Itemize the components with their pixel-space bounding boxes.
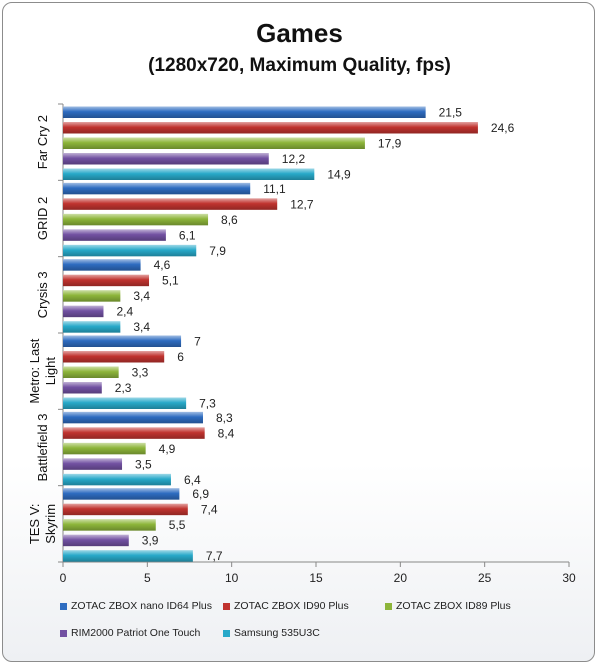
data-label: 7,3	[199, 397, 216, 411]
bar	[63, 244, 197, 257]
data-label: 8,4	[218, 426, 235, 440]
bar	[63, 366, 119, 378]
legend-label: RIM2000 Patriot One Touch	[71, 627, 201, 639]
data-label: 3,3	[132, 366, 149, 380]
category-label: Battlefield 3	[35, 414, 50, 482]
data-label: 7,4	[201, 503, 218, 517]
bar	[63, 153, 269, 165]
x-tick-label: 30	[562, 571, 576, 585]
data-label: 5,5	[169, 518, 186, 532]
data-label: 6,1	[179, 228, 196, 242]
bar	[63, 550, 193, 562]
data-label: 8,6	[221, 213, 238, 227]
data-label: 7	[194, 335, 201, 349]
bar	[63, 182, 251, 195]
bar	[63, 473, 171, 486]
bar	[63, 290, 121, 302]
bar	[63, 274, 150, 287]
data-label: 7,7	[206, 549, 223, 563]
data-label: 17,9	[378, 137, 402, 151]
bar	[63, 458, 123, 470]
bar	[63, 335, 182, 347]
category-label: Crysis 3	[35, 271, 50, 318]
bar	[63, 382, 102, 394]
bar	[63, 503, 188, 516]
category-label: Far Cry 2	[35, 115, 50, 169]
x-tick-label: 5	[144, 571, 151, 585]
data-label: 11,1	[263, 182, 286, 196]
x-tick-label: 15	[309, 571, 323, 585]
bar	[63, 213, 209, 226]
legend-item: Samsung 535U3C	[223, 627, 320, 639]
chart-subtitle: (1280x720, Maximum Quality, fps)	[148, 55, 451, 76]
bar	[63, 397, 187, 409]
legend-swatch	[385, 602, 392, 610]
bar	[63, 442, 146, 455]
data-label: 6,9	[192, 487, 209, 501]
data-label: 7,9	[209, 244, 226, 258]
data-label: 21,5	[439, 106, 463, 120]
data-label: 3,5	[135, 457, 152, 471]
bar	[63, 351, 165, 363]
data-label: 2,3	[115, 381, 132, 395]
data-label: 6	[177, 350, 184, 364]
x-tick-label: 25	[478, 571, 492, 585]
category-label: TES V:Skyrim	[27, 503, 58, 544]
bar	[63, 427, 205, 439]
legend-label: ZOTAC ZBOX nano ID64 Plus	[71, 600, 213, 612]
bar	[63, 259, 141, 271]
chart-title: Games	[256, 18, 343, 48]
category-label: GRID 2	[35, 197, 50, 240]
legend-swatch	[60, 629, 67, 637]
data-label: 3,4	[133, 320, 150, 334]
bar	[63, 229, 166, 241]
bar	[63, 198, 278, 210]
bar	[63, 106, 426, 118]
data-label: 4,9	[159, 442, 176, 456]
data-label: 4,6	[154, 258, 171, 272]
data-label: 3,4	[133, 289, 150, 303]
data-label: 12,7	[290, 197, 314, 211]
x-tick-label: 20	[394, 571, 408, 585]
legend-label: Samsung 535U3C	[234, 627, 320, 639]
bar	[63, 122, 478, 134]
x-tick-label: 10	[225, 571, 239, 585]
data-label: 12,2	[282, 152, 306, 166]
category-label: Metro: LastLight	[27, 338, 58, 403]
legend-swatch	[223, 629, 230, 637]
legend-swatch	[223, 602, 230, 610]
data-label: 8,3	[216, 411, 233, 425]
bar	[63, 519, 156, 531]
legend-item: ZOTAC ZBOX ID89 Plus	[385, 600, 511, 612]
data-label: 2,4	[116, 305, 133, 319]
x-tick-label: 0	[60, 571, 67, 585]
legend-label: ZOTAC ZBOX ID89 Plus	[396, 600, 511, 612]
legend-item: RIM2000 Patriot One Touch	[60, 627, 200, 639]
bar	[63, 305, 104, 318]
bar	[63, 137, 365, 149]
legend-swatch	[60, 602, 67, 610]
data-label: 5,1	[162, 274, 179, 288]
legend-item: ZOTAC ZBOX ID90 Plus	[223, 600, 349, 612]
bar	[63, 321, 121, 333]
bar	[63, 534, 129, 547]
data-label: 14,9	[327, 168, 351, 182]
data-label: 6,4	[184, 473, 201, 487]
bar	[63, 488, 180, 500]
bar	[63, 168, 315, 180]
legend-item: ZOTAC ZBOX nano ID64 Plus	[60, 600, 212, 612]
data-label: 24,6	[491, 121, 515, 135]
bar	[63, 411, 203, 424]
legend-label: ZOTAC ZBOX ID90 Plus	[234, 600, 349, 612]
data-label: 3,9	[142, 534, 159, 548]
